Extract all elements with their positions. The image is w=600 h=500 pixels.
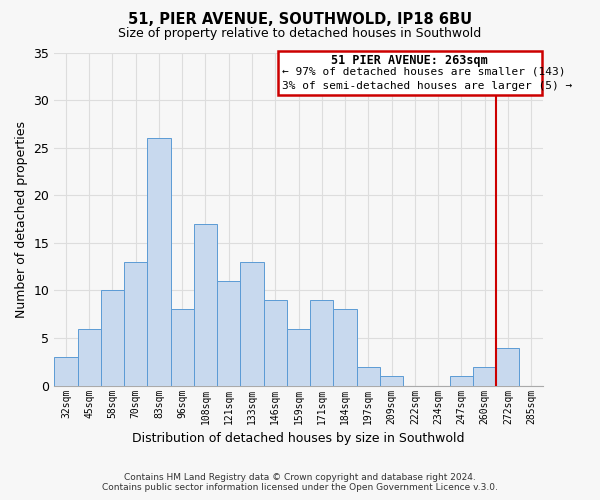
Bar <box>356 366 380 386</box>
Bar <box>380 376 403 386</box>
Bar <box>334 310 356 386</box>
Bar <box>310 300 334 386</box>
Bar <box>473 366 496 386</box>
X-axis label: Distribution of detached houses by size in Southwold: Distribution of detached houses by size … <box>132 432 465 445</box>
Bar <box>287 328 310 386</box>
Y-axis label: Number of detached properties: Number of detached properties <box>15 120 28 318</box>
Bar <box>77 328 101 386</box>
Bar <box>241 262 263 386</box>
Text: 51 PIER AVENUE: 263sqm: 51 PIER AVENUE: 263sqm <box>331 54 488 67</box>
Text: ← 97% of detached houses are smaller (143): ← 97% of detached houses are smaller (14… <box>282 66 566 76</box>
Bar <box>54 357 77 386</box>
Bar <box>101 290 124 386</box>
Bar <box>496 348 520 386</box>
Bar <box>263 300 287 386</box>
Bar <box>124 262 148 386</box>
Text: Contains HM Land Registry data © Crown copyright and database right 2024.
Contai: Contains HM Land Registry data © Crown c… <box>102 473 498 492</box>
Text: 51, PIER AVENUE, SOUTHWOLD, IP18 6BU: 51, PIER AVENUE, SOUTHWOLD, IP18 6BU <box>128 12 472 28</box>
Bar <box>450 376 473 386</box>
Text: Size of property relative to detached houses in Southwold: Size of property relative to detached ho… <box>118 28 482 40</box>
Bar <box>217 281 241 386</box>
Bar <box>148 138 170 386</box>
Text: 3% of semi-detached houses are larger (5) →: 3% of semi-detached houses are larger (5… <box>282 82 572 92</box>
Bar <box>170 310 194 386</box>
Bar <box>278 50 542 96</box>
Bar <box>194 224 217 386</box>
